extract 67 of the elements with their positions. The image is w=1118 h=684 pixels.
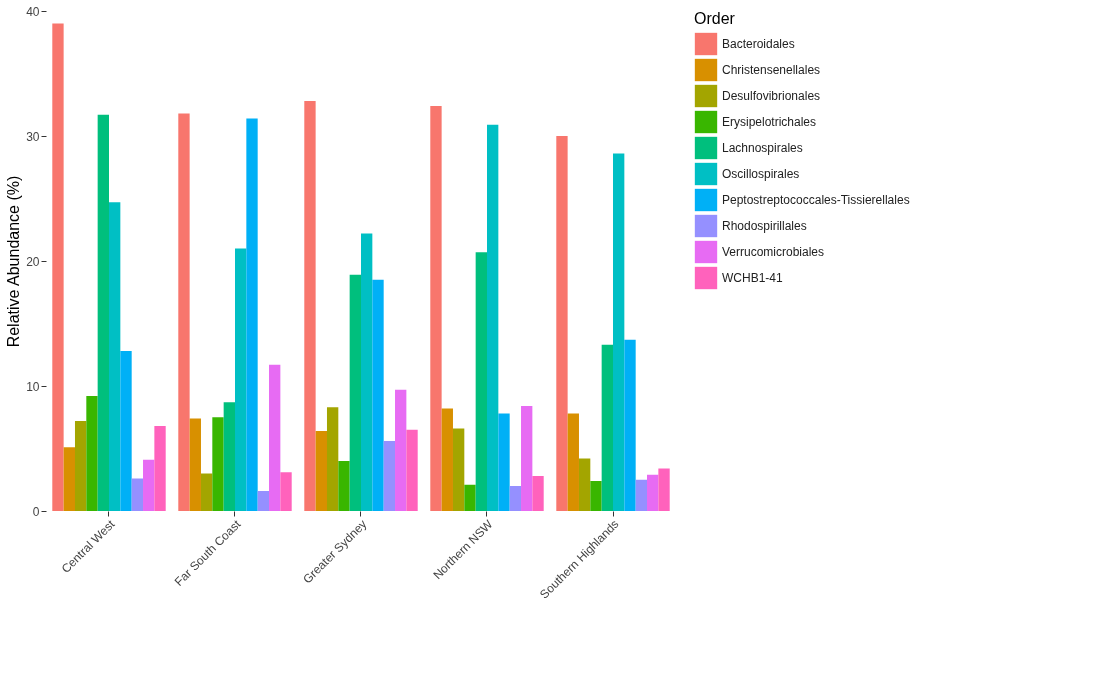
bar bbox=[406, 429, 418, 511]
bar bbox=[441, 408, 453, 511]
legend-label: WCHB1-41 bbox=[722, 271, 784, 285]
bar bbox=[567, 413, 579, 511]
bar bbox=[52, 23, 64, 511]
bar bbox=[349, 274, 361, 511]
bar bbox=[212, 417, 224, 511]
bar bbox=[143, 459, 155, 511]
bar bbox=[624, 339, 636, 511]
bar bbox=[556, 136, 568, 511]
bar bbox=[189, 418, 201, 511]
bar bbox=[475, 252, 487, 511]
bar bbox=[430, 106, 442, 511]
bar bbox=[613, 153, 625, 511]
legend-label: Desulfovibrionales bbox=[722, 89, 821, 103]
legend-label: Peptostreptococcales-Tissierellales bbox=[722, 193, 910, 207]
bar bbox=[601, 344, 613, 511]
bar bbox=[235, 248, 247, 511]
legend-label: Oscillospirales bbox=[722, 167, 800, 181]
legend-label: Verrucomicrobiales bbox=[722, 245, 825, 259]
bar bbox=[590, 481, 602, 511]
bar bbox=[464, 484, 476, 511]
legend-label: Bacteroidales bbox=[722, 37, 795, 51]
bar bbox=[97, 114, 109, 511]
y-tick-label: 20 bbox=[26, 254, 40, 269]
bar bbox=[578, 458, 591, 511]
bar bbox=[200, 473, 213, 511]
bar bbox=[315, 431, 327, 511]
bar bbox=[63, 447, 75, 511]
bar bbox=[452, 428, 465, 511]
bar bbox=[395, 389, 407, 511]
y-tick-label: 40 bbox=[26, 4, 40, 19]
bar bbox=[257, 491, 270, 511]
bar bbox=[269, 364, 281, 511]
bar bbox=[383, 441, 396, 511]
bar bbox=[521, 406, 533, 511]
y-axis-title: Relative Abundance (%) bbox=[5, 175, 23, 348]
bar bbox=[487, 124, 499, 511]
y-tick-label: 10 bbox=[26, 379, 40, 394]
bar bbox=[326, 407, 339, 511]
bar bbox=[154, 426, 166, 511]
y-tick-label: 30 bbox=[26, 129, 40, 144]
bar bbox=[509, 486, 522, 511]
legend-label: Lachnospirales bbox=[722, 141, 803, 155]
legend-label: Rhodospirillales bbox=[722, 219, 807, 233]
bar bbox=[361, 233, 373, 511]
legend-label: Christensenellales bbox=[722, 63, 821, 77]
bar bbox=[74, 421, 87, 511]
bar bbox=[372, 279, 384, 511]
bar bbox=[246, 118, 258, 511]
bar bbox=[86, 396, 98, 511]
bar bbox=[647, 474, 659, 511]
bar bbox=[304, 101, 316, 511]
bar bbox=[532, 476, 544, 511]
bar bbox=[178, 113, 190, 511]
legend-label: Erysipelotrichales bbox=[722, 115, 817, 129]
bar bbox=[498, 413, 510, 511]
bar bbox=[223, 402, 235, 511]
bar bbox=[120, 351, 132, 511]
legend-title: Order bbox=[694, 10, 736, 27]
bar bbox=[131, 478, 144, 511]
y-tick-label: 0 bbox=[32, 504, 40, 519]
bar bbox=[109, 202, 121, 511]
bar bbox=[280, 472, 292, 511]
bar bbox=[635, 479, 648, 511]
bar bbox=[338, 461, 350, 511]
bar bbox=[658, 468, 670, 511]
